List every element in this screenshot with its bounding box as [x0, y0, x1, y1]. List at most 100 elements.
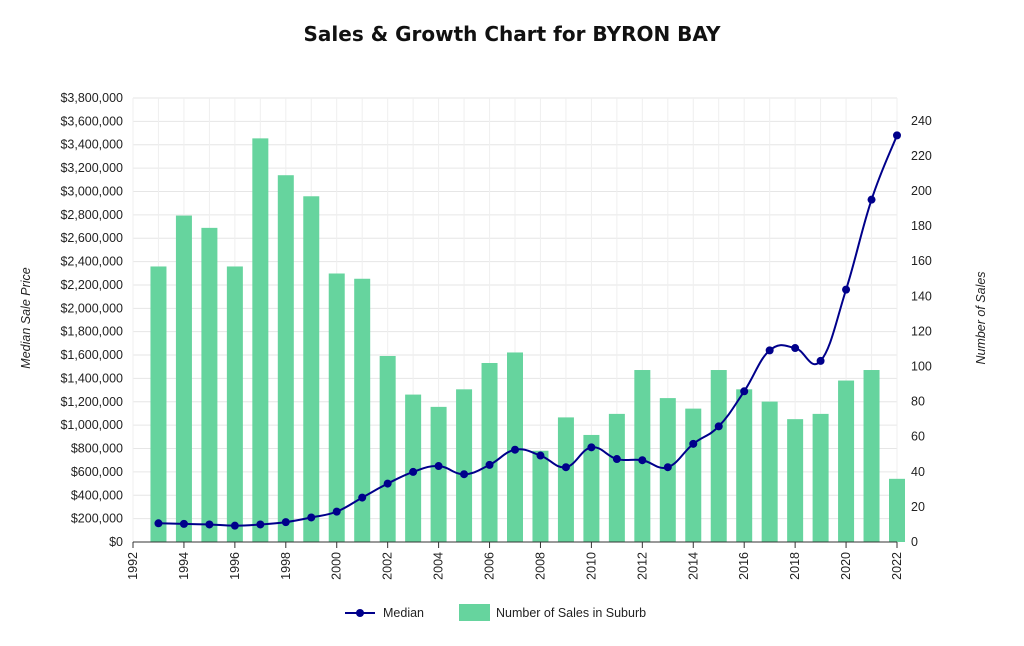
sales-bar	[252, 138, 269, 542]
median-point	[485, 460, 494, 469]
y-left-tick-label: $3,600,000	[60, 114, 123, 128]
median-point	[460, 470, 469, 479]
median-point	[740, 387, 749, 396]
sales-bar	[456, 389, 473, 542]
sales-bar	[226, 266, 243, 542]
median-line-path	[158, 135, 898, 527]
sales-bar	[812, 413, 829, 542]
sales-bar	[430, 406, 447, 542]
bar-series-number-of-sales	[150, 138, 905, 543]
y-right-tick-label: 160	[911, 254, 932, 268]
median-point	[205, 520, 214, 529]
x-tick-label: 2018	[788, 552, 802, 580]
x-tick-label: 1996	[228, 552, 242, 580]
sales-bar	[379, 355, 396, 542]
y-left-tick-label: $2,600,000	[60, 231, 123, 245]
sales-bar	[761, 401, 778, 542]
y-left-tick-label: $1,200,000	[60, 395, 123, 409]
x-tick-label: 2008	[533, 552, 547, 580]
y-left-tick-label: $2,400,000	[60, 255, 123, 269]
y-right-tick-label: 220	[911, 149, 932, 163]
x-tick-label: 2010	[584, 552, 598, 580]
median-point	[816, 356, 825, 365]
median-point	[561, 463, 570, 472]
y-left-tick-label: $200,000	[71, 512, 123, 526]
legend: Median Number of Sales in Suburb	[345, 604, 646, 621]
sales-bar	[354, 278, 371, 542]
sales-bar	[150, 266, 167, 542]
median-point	[256, 520, 265, 529]
y-right-tick-label: 100	[911, 360, 932, 374]
median-point	[893, 131, 901, 140]
median-point	[179, 519, 188, 528]
x-tick-label: 2004	[432, 552, 446, 580]
sales-bar	[175, 215, 192, 542]
legend-sales-swatch	[459, 604, 490, 621]
sales-bar	[736, 389, 753, 542]
y-right-tick-label: 240	[911, 114, 932, 128]
median-point	[154, 519, 163, 528]
median-point	[281, 518, 290, 527]
y-right-tick-label: 0	[911, 535, 918, 549]
y-axis-left-label: Median Sale Price	[19, 267, 33, 368]
y-right-tick-label: 120	[911, 324, 932, 338]
x-tick-label: 1994	[177, 552, 191, 580]
y-left-tick-label: $3,000,000	[60, 184, 123, 198]
median-point	[358, 493, 367, 502]
y-left-tick-label: $800,000	[71, 442, 123, 456]
y-left-tick-label: $3,800,000	[60, 91, 123, 105]
sales-bar	[328, 273, 345, 542]
x-tick-label: 2020	[839, 552, 853, 580]
sales-bar	[634, 370, 651, 542]
x-tick-label: 2006	[483, 552, 497, 580]
median-point	[791, 344, 800, 353]
y-left-tick-label: $2,200,000	[60, 278, 123, 292]
sales-bar	[583, 434, 600, 542]
median-point	[332, 507, 341, 516]
y-right-tick-label: 140	[911, 289, 932, 303]
sales-bar	[201, 227, 218, 543]
median-point	[612, 455, 621, 464]
sales-bar	[532, 450, 549, 542]
x-tick-label: 2016	[737, 552, 751, 580]
line-series-median	[154, 131, 901, 530]
y-axis-right-label: Number of Sales	[974, 271, 988, 364]
median-point	[536, 451, 545, 460]
x-tick-label: 2012	[635, 552, 649, 580]
sales-bar	[481, 362, 498, 542]
median-point	[765, 346, 774, 355]
sales-bar	[838, 380, 855, 542]
legend-median-marker	[356, 609, 364, 617]
sales-bar	[889, 478, 905, 542]
legend-median-label: Median	[383, 606, 424, 620]
y-left-tick-label: $1,400,000	[60, 371, 123, 385]
sales-bar	[787, 419, 804, 542]
median-point	[663, 463, 672, 472]
chart-title: Sales & Growth Chart for BYRON BAY	[303, 22, 721, 46]
y-right-tick-label: 40	[911, 465, 925, 479]
y-left-tick-label: $1,800,000	[60, 325, 123, 339]
median-point	[689, 439, 698, 448]
x-tick-label: 2014	[686, 552, 700, 580]
median-point	[307, 513, 316, 522]
y-left-tick-label: $1,000,000	[60, 418, 123, 432]
sales-bar	[277, 175, 294, 542]
sales-bar	[710, 370, 727, 542]
x-tick-label: 2002	[381, 552, 395, 580]
y-left-tick-label: $2,000,000	[60, 301, 123, 315]
y-left-tick-label: $600,000	[71, 465, 123, 479]
median-point	[511, 445, 519, 454]
x-tick-label: 1998	[279, 552, 293, 580]
y-left-tick-label: $400,000	[71, 488, 123, 502]
y-right-tick-label: 20	[911, 500, 925, 514]
median-point	[383, 479, 392, 488]
median-point	[842, 285, 851, 294]
y-left-tick-label: $3,400,000	[60, 138, 123, 152]
x-tick-label: 1992	[126, 552, 140, 580]
y-left-tick-label: $2,800,000	[60, 208, 123, 222]
sales-bar	[303, 196, 320, 542]
median-point	[587, 443, 596, 452]
sales-bar	[608, 413, 625, 542]
legend-sales-label: Number of Sales in Suburb	[496, 606, 646, 620]
